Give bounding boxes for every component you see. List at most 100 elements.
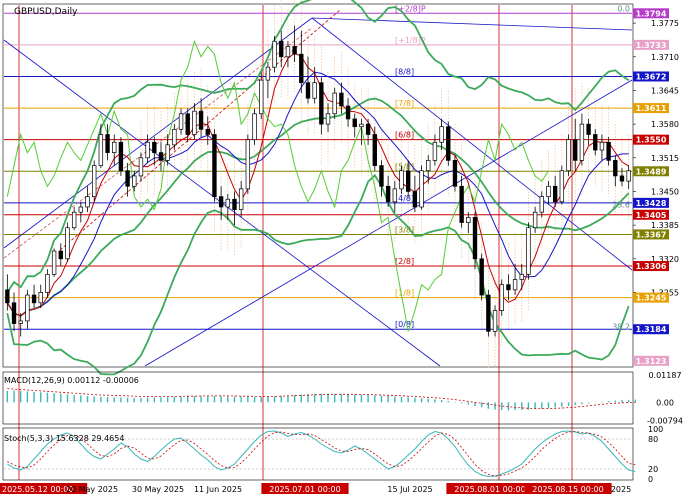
price-panel: [+2/8]P [+1/8]P [8/8] [7/8] [6/8] [5/8] [4/8] [… bbox=[2, 0, 634, 480]
murrey-level-label: [0/8] bbox=[395, 320, 414, 329]
candle-body bbox=[178, 113, 184, 130]
candle-body bbox=[459, 185, 464, 223]
candle-body bbox=[259, 79, 264, 115]
candle-body bbox=[526, 227, 531, 275]
candle-body bbox=[359, 123, 364, 128]
candle-body bbox=[399, 170, 404, 190]
candle-body bbox=[352, 118, 357, 128]
candle-body bbox=[472, 217, 478, 260]
candle-body bbox=[5, 289, 10, 304]
candle-body bbox=[613, 160, 618, 177]
time-label-highlight bbox=[261, 483, 349, 494]
candle-body bbox=[325, 113, 331, 125]
stoch-panel bbox=[2, 427, 636, 481]
candle-body bbox=[285, 46, 291, 58]
candle-body bbox=[519, 273, 524, 280]
price-tag-label: 1.3123 bbox=[636, 357, 667, 366]
candle-body bbox=[125, 170, 130, 187]
candle-body bbox=[546, 185, 551, 197]
candle-body bbox=[38, 292, 43, 304]
stoch-tick-label: 100 bbox=[648, 425, 663, 434]
candle-body bbox=[85, 196, 90, 208]
candle-body bbox=[212, 134, 217, 197]
price-tag bbox=[633, 8, 669, 19]
candle-body bbox=[272, 40, 277, 68]
price-tick-label: 1.3385 bbox=[651, 221, 679, 230]
price-tick-label: 1.3320 bbox=[651, 255, 679, 264]
candle-body bbox=[512, 279, 518, 291]
candle-body bbox=[158, 152, 164, 161]
candle-body bbox=[579, 123, 585, 161]
time-label: 2025.07.01 00:00 bbox=[269, 485, 340, 494]
candle-body bbox=[599, 141, 605, 151]
trend-line bbox=[311, 17, 633, 31]
stoch-title: Stoch(5,3,3) 15.6328 29.4654 bbox=[4, 434, 124, 443]
candle-body bbox=[419, 170, 424, 208]
candle-body bbox=[165, 144, 170, 161]
price-tag bbox=[633, 229, 669, 240]
murrey-level-label: [8/8] bbox=[395, 67, 414, 76]
candle-body bbox=[172, 128, 177, 146]
price-tag bbox=[633, 355, 669, 366]
murrey-level-label: [3/8] bbox=[395, 225, 414, 234]
candle-body bbox=[78, 206, 84, 213]
price-tick-label: 1.3710 bbox=[651, 53, 679, 62]
macd-signal-line bbox=[7, 388, 636, 409]
price-tag bbox=[633, 134, 669, 145]
candle-body bbox=[185, 113, 190, 135]
candle-body bbox=[412, 191, 418, 208]
fib-label: 0.0 bbox=[617, 4, 630, 13]
price-tag-label: 1.3489 bbox=[636, 167, 667, 176]
candle-body bbox=[392, 188, 398, 203]
price-tag bbox=[633, 103, 669, 114]
price-tag-label: 1.3611 bbox=[636, 104, 667, 113]
candle-body bbox=[105, 134, 110, 153]
price-tag bbox=[633, 324, 669, 335]
price-tick-label: 1.3775 bbox=[651, 19, 679, 28]
ma-red bbox=[6, 52, 629, 317]
candle-body bbox=[559, 170, 565, 203]
candle-body bbox=[365, 123, 371, 135]
candle-body bbox=[486, 294, 491, 332]
candle-body bbox=[593, 134, 598, 151]
candle-body bbox=[279, 40, 284, 58]
trend-line bbox=[3, 17, 313, 249]
candle-body bbox=[319, 82, 324, 125]
price-tag bbox=[633, 197, 669, 208]
candle-body bbox=[439, 126, 444, 143]
price-tag bbox=[633, 209, 669, 220]
candle-body bbox=[539, 196, 544, 213]
time-label: 2025 bbox=[611, 485, 631, 494]
candle-body bbox=[65, 227, 70, 260]
price-tick-label: 1.3645 bbox=[651, 86, 679, 95]
candle-body bbox=[11, 302, 17, 324]
candle-body bbox=[379, 165, 384, 187]
time-label-highlight bbox=[446, 483, 534, 494]
price-tag-label: 1.3733 bbox=[636, 41, 667, 50]
candle-body bbox=[238, 188, 244, 210]
candle-body bbox=[198, 110, 204, 130]
murrey-level-label: [+2/8]P bbox=[395, 4, 426, 13]
candle-body bbox=[71, 211, 77, 229]
candle-body bbox=[479, 258, 484, 296]
bollinger-lower bbox=[6, 173, 630, 376]
candle-body bbox=[305, 82, 311, 99]
candle-body bbox=[532, 211, 538, 229]
murrey-level-label: [7/8] bbox=[395, 99, 414, 108]
candle-body bbox=[292, 46, 297, 55]
price-tag-label: 1.3550 bbox=[636, 136, 667, 145]
macd-panel-border bbox=[2, 371, 634, 425]
time-label: 20 May 2025 bbox=[66, 485, 118, 494]
price-tag-label: 1.3367 bbox=[636, 230, 667, 239]
chart-title: GBPUSD,Daily bbox=[14, 7, 78, 17]
candle-body bbox=[573, 139, 578, 161]
candle-body bbox=[506, 284, 511, 291]
candle-body bbox=[218, 196, 224, 208]
candle-body bbox=[92, 165, 97, 197]
stoch-tick-label: 20 bbox=[648, 465, 658, 474]
candle-body bbox=[112, 141, 117, 153]
candle-body bbox=[372, 134, 377, 166]
chikou-line bbox=[6, 39, 549, 332]
